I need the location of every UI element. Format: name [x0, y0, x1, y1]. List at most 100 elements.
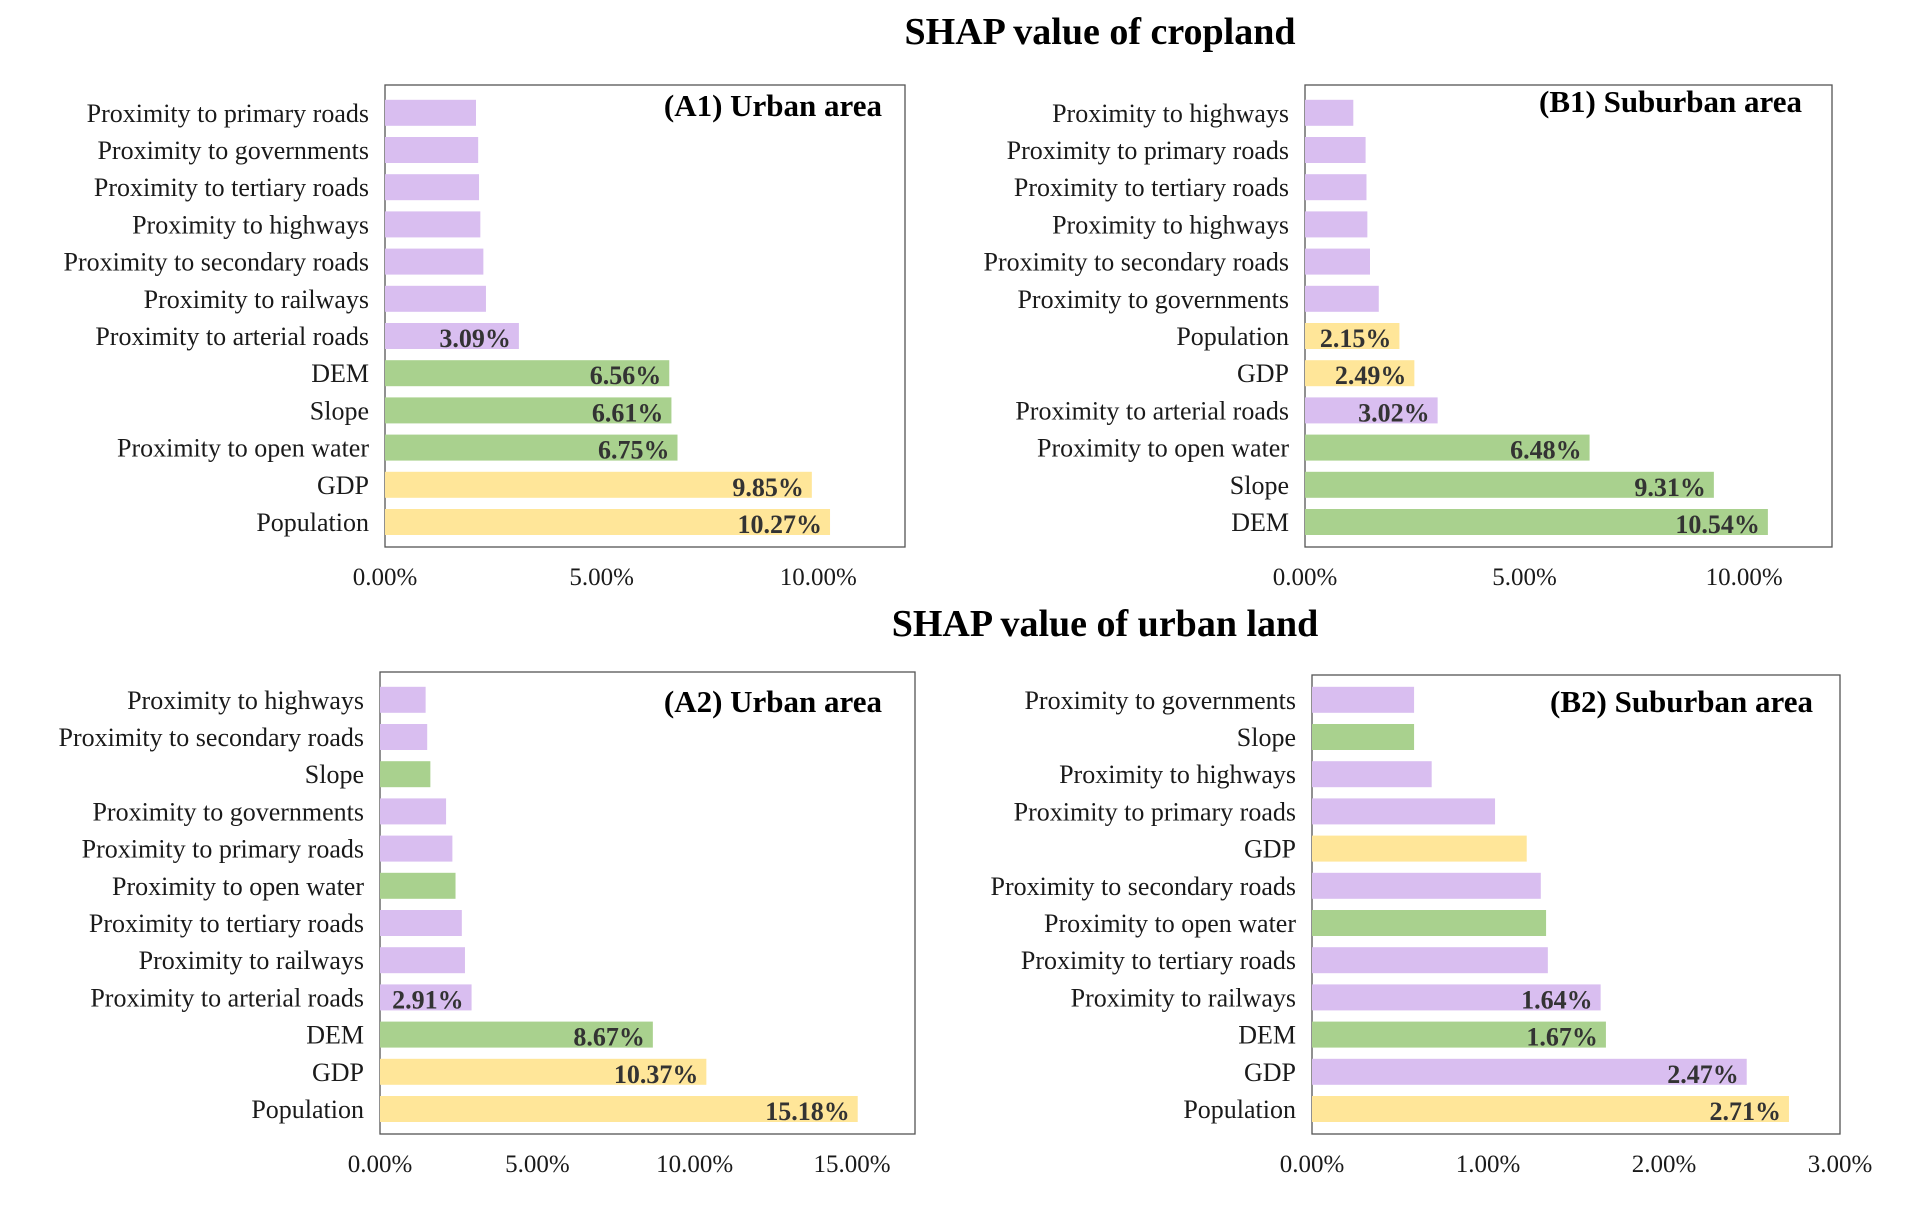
x-tick-label: 0.00%: [353, 564, 418, 591]
bar: [1312, 835, 1527, 862]
bar: [1305, 323, 1400, 349]
bar: [380, 984, 472, 1011]
x-tick-label: 15.00%: [814, 1151, 891, 1178]
bar: [1312, 1058, 1747, 1085]
category-label: Proximity to primary roads: [1014, 797, 1296, 826]
plot-frame: [1304, 84, 1833, 548]
category-label: Proximity to railways: [144, 285, 369, 314]
panel-title: (A1) Urban area: [664, 88, 883, 123]
bar: [1305, 248, 1370, 275]
bar: [1305, 434, 1590, 461]
bar: [1305, 285, 1379, 312]
data-label: 1.64%: [1521, 985, 1593, 1014]
data-label: 9.85%: [732, 473, 804, 502]
bar: [385, 285, 486, 312]
x-tick-label: 10.00%: [656, 1151, 733, 1178]
x-tick-label: 0.00%: [348, 1151, 413, 1178]
category-label: Proximity to highways: [1052, 210, 1289, 239]
bar: [385, 248, 484, 275]
category-label: Proximity to arterial roads: [90, 983, 364, 1012]
panel-b2-suburban-urbanland: Proximity to governments Slope Proximity t…: [991, 674, 1873, 1178]
bar: [1312, 761, 1432, 788]
category-label: Population: [256, 508, 369, 537]
category-label: Proximity to open water: [112, 872, 364, 901]
data-label: 6.48%: [1510, 436, 1582, 465]
bar: [1312, 1021, 1606, 1048]
category-label: Proximity to highways: [1052, 99, 1289, 128]
category-label: Slope: [310, 396, 369, 425]
bar: [380, 798, 447, 825]
x-tick-label: 10.00%: [1706, 564, 1783, 591]
category-label: DEM: [1238, 1021, 1296, 1050]
x-tick-label: 0.00%: [1280, 1151, 1345, 1178]
bar: [1312, 947, 1548, 974]
category-label: Proximity to primary roads: [1007, 136, 1289, 165]
data-label: 2.91%: [392, 985, 464, 1014]
bar: [1305, 471, 1714, 498]
bar: [1312, 984, 1601, 1011]
category-label: Proximity to secondary roads: [64, 248, 369, 277]
bar: [385, 99, 476, 126]
bar: [380, 1096, 858, 1122]
bar: [1305, 99, 1354, 126]
data-label: 2.71%: [1709, 1097, 1781, 1126]
x-tick-label: 10.00%: [780, 564, 857, 591]
plot-frame: [1311, 674, 1841, 1135]
category-label: Proximity to highways: [132, 210, 369, 239]
category-label: Proximity to governments: [1017, 285, 1289, 314]
data-label: 15.18%: [765, 1097, 850, 1126]
category-label: Slope: [1230, 471, 1289, 500]
category-label: Proximity to railways: [1071, 983, 1296, 1012]
bar: [380, 910, 462, 936]
x-tick-label: 2.00%: [1632, 1151, 1697, 1178]
category-label: GDP: [1244, 835, 1296, 864]
category-label: Proximity to open water: [1044, 909, 1296, 938]
category-label: Proximity to arterial roads: [1015, 396, 1289, 425]
category-label: GDP: [1237, 359, 1289, 388]
category-label: Proximity to highways: [127, 686, 364, 715]
bar: [1305, 137, 1366, 163]
bar: [1312, 724, 1415, 750]
category-label: DEM: [306, 1021, 364, 1050]
data-label: 6.75%: [598, 436, 670, 465]
x-tick-label: 3.00%: [1808, 1151, 1873, 1178]
category-label: Proximity to governments: [1024, 686, 1296, 715]
category-label: Population: [1183, 1095, 1296, 1124]
x-tick-label: 1.00%: [1456, 1151, 1521, 1178]
bar: [385, 471, 812, 498]
category-label: Proximity to tertiary roads: [89, 909, 364, 938]
category-label: DEM: [1231, 508, 1289, 537]
panel-a2-urban-urbanland: Proximity to highways Proximity to second…: [59, 671, 916, 1178]
category-label: Proximity to open water: [117, 434, 369, 463]
cropland-section-title: SHAP value of cropland: [905, 11, 1296, 53]
bar: [1305, 174, 1367, 201]
bar: [380, 724, 428, 750]
bar: [380, 947, 465, 974]
category-label: Proximity to open water: [1037, 434, 1289, 463]
bar: [1305, 509, 1768, 535]
panel-title: (B2) Suburban area: [1550, 684, 1813, 719]
data-label: 1.67%: [1526, 1023, 1598, 1052]
bar: [385, 360, 670, 387]
category-label: Proximity to primary roads: [87, 99, 369, 128]
category-label: Proximity to highways: [1059, 760, 1296, 789]
data-label: 8.67%: [573, 1023, 645, 1052]
category-label: Slope: [1237, 723, 1296, 752]
bar: [380, 1058, 707, 1085]
x-tick-label: 5.00%: [569, 564, 634, 591]
bar: [380, 1021, 653, 1048]
plot-frame: [384, 84, 906, 548]
x-tick-label: 0.00%: [1273, 564, 1338, 591]
bar: [1312, 910, 1547, 936]
x-tick-label: 5.00%: [505, 1151, 570, 1178]
data-label: 2.15%: [1320, 324, 1392, 353]
bar: [385, 509, 831, 535]
bar: [385, 397, 672, 424]
bar: [380, 872, 456, 899]
category-label: Proximity to arterial roads: [95, 322, 369, 351]
data-label: 3.02%: [1358, 398, 1430, 427]
panel-a1-urban-cropland: Proximity to primary roads Proximity to g…: [64, 84, 906, 591]
category-label: GDP: [1244, 1058, 1296, 1087]
data-label: 3.09%: [439, 324, 511, 353]
data-label: 10.27%: [738, 510, 823, 539]
